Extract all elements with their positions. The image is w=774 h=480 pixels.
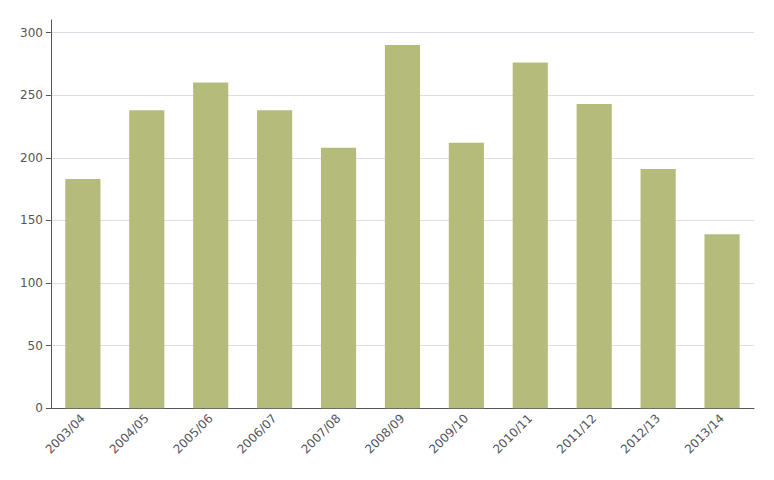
svg-text:2004/05: 2004/05 (107, 411, 152, 456)
svg-text:2011/12: 2011/12 (554, 411, 599, 456)
svg-text:150: 150 (20, 213, 43, 227)
svg-text:2013/14: 2013/14 (682, 411, 727, 456)
svg-text:200: 200 (20, 151, 43, 165)
svg-text:2007/08: 2007/08 (298, 411, 343, 456)
svg-text:2003/04: 2003/04 (43, 411, 88, 456)
svg-text:50: 50 (28, 339, 43, 353)
svg-text:2005/06: 2005/06 (171, 411, 216, 456)
svg-text:2010/11: 2010/11 (490, 411, 535, 456)
svg-text:0: 0 (35, 401, 43, 415)
svg-text:2006/07: 2006/07 (234, 411, 279, 456)
svg-text:2008/09: 2008/09 (362, 411, 407, 456)
svg-text:2009/10: 2009/10 (426, 411, 471, 456)
svg-text:250: 250 (20, 88, 43, 102)
svg-text:100: 100 (20, 276, 43, 290)
svg-text:300: 300 (20, 26, 43, 40)
svg-text:2012/13: 2012/13 (618, 411, 663, 456)
